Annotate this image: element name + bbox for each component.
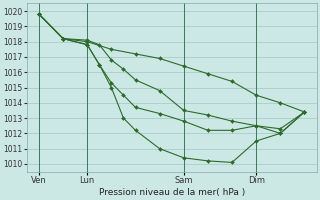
- X-axis label: Pression niveau de la mer( hPa ): Pression niveau de la mer( hPa ): [99, 188, 245, 197]
